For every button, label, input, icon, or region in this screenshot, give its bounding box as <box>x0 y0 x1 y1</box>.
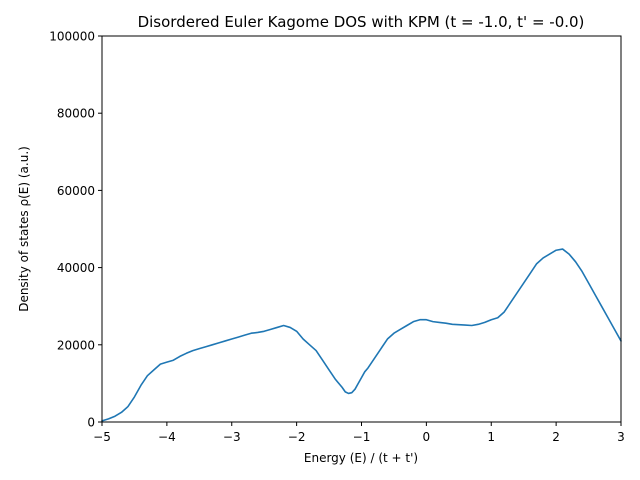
y-tick-label: 80000 <box>57 107 95 121</box>
y-tick-label: 60000 <box>57 184 95 198</box>
x-tick-label: 1 <box>487 430 495 444</box>
x-tick-label: −4 <box>158 430 176 444</box>
x-axis-label: Energy (E) / (t + t') <box>304 451 418 465</box>
y-axis: 0 20000 40000 60000 80000 100000 <box>49 30 102 430</box>
x-tick-label: 2 <box>552 430 560 444</box>
x-tick-label: −3 <box>223 430 241 444</box>
chart-title: Disordered Euler Kagome DOS with KPM (t … <box>138 13 585 31</box>
y-axis-label: Density of states ρ(E) (a.u.) <box>17 146 31 312</box>
y-tick-label: 0 <box>87 416 95 430</box>
x-tick-label: 0 <box>423 430 431 444</box>
axes-frame <box>101 35 622 423</box>
x-tick-label: −1 <box>353 430 371 444</box>
y-tick-label: 20000 <box>57 338 95 352</box>
dos-series-line <box>101 248 622 422</box>
x-axis: −5 −4 −3 −2 −1 0 1 2 3 <box>93 422 625 444</box>
x-tick-label: 3 <box>617 430 625 444</box>
y-tick-label: 40000 <box>57 261 95 275</box>
plot-area <box>101 35 622 423</box>
x-tick-label: −2 <box>288 430 306 444</box>
y-tick-label: 100000 <box>49 30 95 44</box>
x-tick-label: −5 <box>93 430 111 444</box>
